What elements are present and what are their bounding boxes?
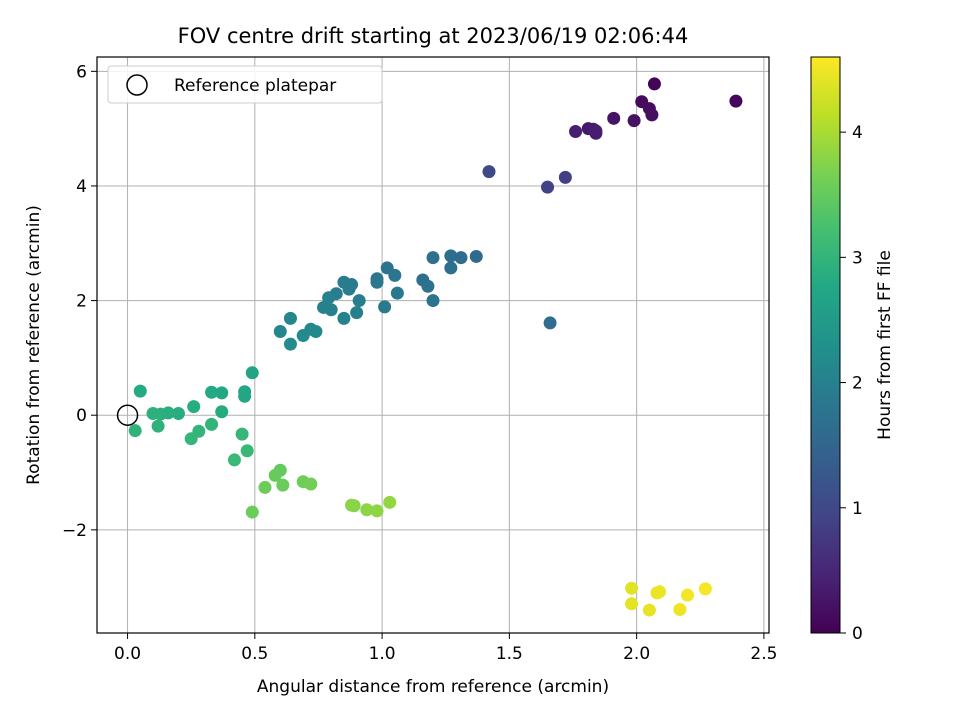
data-point [383,495,397,509]
data-point [352,294,366,308]
x-tick-label: 1.0 [369,644,396,664]
data-point [128,424,142,438]
grid-lines [97,57,769,633]
data-point [673,603,687,617]
data-point [444,249,458,263]
data-point [698,582,712,596]
y-tick-label: 6 [76,62,87,82]
data-point [273,325,287,339]
data-point [146,406,160,420]
data-point [426,251,440,265]
legend-box [107,65,383,104]
data-point [482,165,496,179]
data-point [607,111,621,125]
data-points [128,77,743,617]
data-point [238,389,252,403]
data-point [215,405,229,419]
data-point [541,180,555,194]
data-point [360,503,374,517]
data-point [276,478,290,492]
legend-marker [126,74,148,96]
colorbar [810,56,841,634]
data-point [205,385,219,399]
data-point [642,603,656,617]
reference-marker [116,404,139,426]
data-point [258,480,272,494]
data-point [151,419,165,433]
data-point [729,94,743,108]
data-point [681,588,695,602]
data-point [589,124,603,138]
data-point [350,306,364,320]
colorbar-label: Hours from first FF file [875,250,895,440]
data-point [304,477,318,491]
data-point [558,170,572,184]
data-point [543,316,557,330]
x-axis-label: Angular distance from reference (arcmin) [257,677,609,697]
data-point [283,311,297,325]
data-point [205,417,219,431]
data-point [133,384,147,398]
data-point [245,366,259,380]
data-point [653,585,667,599]
y-tick-label: 0 [76,406,87,426]
colorbar-tick-label: 2 [852,374,863,394]
y-axis-label: Rotation from reference (arcmin) [24,205,44,485]
data-point [171,406,185,420]
colorbar-tick-label: 1 [852,499,863,519]
data-point [268,468,282,482]
data-point [337,311,351,325]
data-point [245,505,259,519]
x-tick-label: 1.5 [496,644,523,664]
data-point [342,282,356,296]
data-point [184,432,198,446]
legend: Reference platepar [107,65,383,104]
data-point [324,303,338,317]
data-point [390,286,404,300]
reference-point [116,404,139,426]
data-point [469,249,483,263]
x-tick-label: 0.5 [241,644,268,664]
y-tick-label: 2 [76,292,87,312]
y-tick-label: 4 [76,177,87,197]
x-tick-label: 2.0 [623,644,650,664]
data-point [421,279,435,293]
x-tick-label: 2.5 [750,644,777,664]
data-point [309,325,323,339]
x-axis-ticks: 0.0 0.5 1.0 1.5 2.0 2.5 [114,633,777,664]
colorbar-tick-label: 0 [852,624,863,644]
y-axis-ticks: −2 0 2 4 6 [62,62,97,541]
data-point [345,498,359,512]
colorbar-tick-label: 3 [852,248,863,268]
data-point [296,329,310,343]
data-point [215,386,229,400]
data-point [645,108,659,122]
data-point [378,300,392,314]
data-point [370,504,384,518]
data-point [444,261,458,275]
data-point [388,268,402,282]
data-point [454,251,468,265]
data-point [569,125,583,139]
data-point [187,400,201,414]
legend-label: Reference platepar [174,76,336,96]
data-point [240,444,254,458]
data-point [627,114,641,128]
data-point [426,294,440,308]
data-point [647,77,661,91]
data-point [283,337,297,351]
colorbar-tick-label: 4 [852,123,863,143]
y-tick-label: −2 [62,521,87,541]
data-point [227,453,241,467]
x-tick-label: 0.0 [114,644,141,664]
chart-title: FOV centre drift starting at 2023/06/19 … [178,24,689,48]
colorbar-ticks: 0 1 2 3 4 [840,123,863,644]
data-point [235,427,249,441]
data-point [370,275,384,289]
data-point [625,597,639,611]
data-point [322,291,336,305]
data-point [625,581,639,595]
plot-frame [96,56,770,634]
